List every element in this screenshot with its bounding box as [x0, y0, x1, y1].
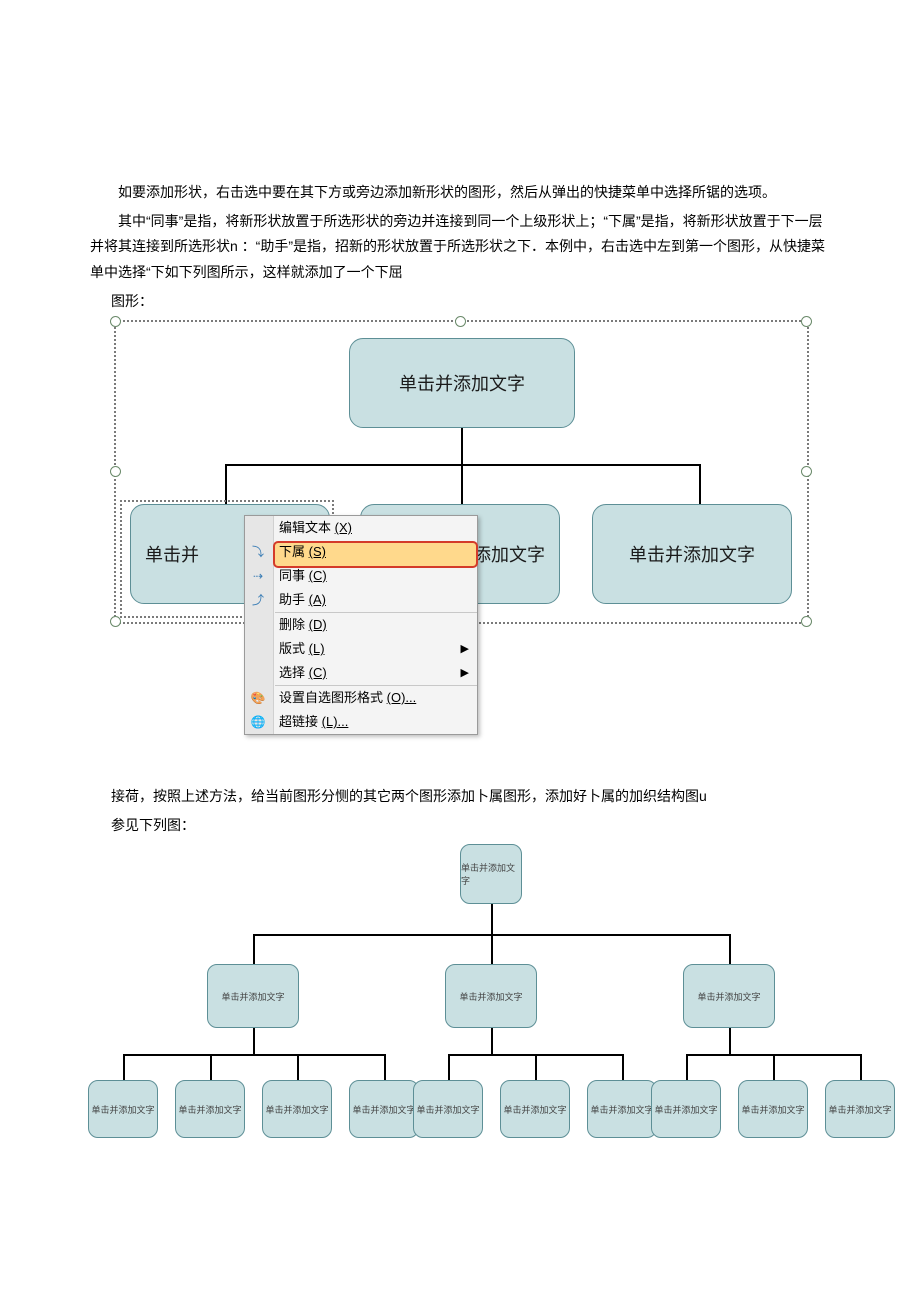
connector	[773, 1054, 775, 1080]
resize-handle[interactable]	[110, 466, 121, 477]
connector	[461, 428, 463, 464]
connector	[225, 464, 701, 466]
tree-leaf[interactable]: 单击并添加文字	[349, 1080, 419, 1138]
tree-leaf[interactable]: 单击并添加文字	[413, 1080, 483, 1138]
tree-leaf[interactable]: 单击并添加文字	[262, 1080, 332, 1138]
org-node-middle-text: 添加文字	[473, 541, 545, 567]
resize-handle[interactable]	[801, 316, 812, 327]
paragraph-4: 接荷，按照上述方法，给当前图形分恻的其它两个图形添加卜属图形，添加好卜属的加织结…	[90, 784, 830, 809]
figure-1: 单击并添加文字 单击并 添加文字 单击并添加文字 编	[114, 320, 830, 770]
format-icon: 🎨	[250, 690, 266, 706]
connector	[729, 934, 731, 964]
assistant-icon: ⤴	[250, 592, 266, 608]
tree-leaf[interactable]: 单击并添加文字	[738, 1080, 808, 1138]
tree-leaf[interactable]: 单击并添加文字	[175, 1080, 245, 1138]
org-node-right[interactable]: 单击并添加文字	[592, 504, 792, 604]
connector	[622, 1054, 624, 1080]
resize-handle[interactable]	[110, 316, 121, 327]
org-node-root[interactable]: 单击并添加文字	[349, 338, 575, 428]
connector	[491, 904, 493, 934]
connector	[448, 1054, 450, 1080]
connector	[699, 464, 701, 504]
connector	[491, 934, 493, 964]
connector	[123, 1054, 385, 1056]
connector	[297, 1054, 299, 1080]
tree-l2-c[interactable]: 单击并添加文字	[683, 964, 775, 1028]
connector	[225, 464, 227, 504]
submenu-arrow-icon: ▶	[461, 661, 469, 685]
resize-handle[interactable]	[801, 616, 812, 627]
connector	[253, 934, 255, 964]
tree-l2-b[interactable]: 单击并添加文字	[445, 964, 537, 1028]
ctxmenu-select[interactable]: 选择 (C) ▶	[245, 661, 477, 685]
connector	[860, 1054, 862, 1080]
ctxmenu-assistant[interactable]: ⤴ 助手 (A)	[245, 588, 477, 612]
hyperlink-icon: 🌐	[250, 714, 266, 730]
connector	[210, 1054, 212, 1080]
context-menu: 编辑文本 (X) ⤵ 下属 (S) ⇢ 同事 (C) ⤴ 助手 (A)	[244, 515, 478, 735]
tree-leaf[interactable]: 单击并添加文字	[88, 1080, 158, 1138]
document-page: 如要添加形状，右击选中要在其下方或旁边添加新形状的图形，然后从弹出的快捷菜单中选…	[0, 0, 920, 1244]
ctxmenu-layout[interactable]: 版式 (L) ▶	[245, 637, 477, 661]
ctxmenu-coworker[interactable]: ⇢ 同事 (C)	[245, 564, 477, 588]
paragraph-1: 如要添加形状，右击选中要在其下方或旁边添加新形状的图形，然后从弹出的快捷菜单中选…	[90, 180, 830, 205]
tree-leaf[interactable]: 单击并添加文字	[500, 1080, 570, 1138]
subordinate-icon: ⤵	[250, 544, 266, 560]
ctxmenu-format-autoshape[interactable]: 🎨 设置自选图形格式 (O)...	[245, 686, 477, 710]
tree-leaf[interactable]: 单击并添加文字	[825, 1080, 895, 1138]
edit-text-icon	[250, 520, 266, 536]
connector	[491, 1028, 493, 1054]
connector	[729, 1028, 731, 1054]
tree-leaf[interactable]: 单击并添加文字	[651, 1080, 721, 1138]
connector	[535, 1054, 537, 1080]
figure-2: 单击并添加文字 单击并添加文字 单击并添加文字 单击并添加文字	[100, 844, 830, 1204]
ctxmenu-edit-text[interactable]: 编辑文本 (X)	[245, 516, 477, 540]
ctxmenu-subordinate[interactable]: ⤵ 下属 (S)	[245, 540, 477, 564]
connector	[461, 464, 463, 504]
paragraph-5: 参见下列图：	[90, 813, 830, 838]
submenu-arrow-icon: ▶	[461, 637, 469, 661]
tree-root[interactable]: 单击并添加文字	[460, 844, 522, 904]
tree-leaf[interactable]: 单击并添加文字	[587, 1080, 657, 1138]
connector	[384, 1054, 386, 1080]
connector	[253, 1028, 255, 1054]
resize-handle[interactable]	[801, 466, 812, 477]
connector	[686, 1054, 688, 1080]
coworker-icon: ⇢	[250, 568, 266, 584]
figure-1-label: 图形：	[90, 289, 830, 314]
resize-handle[interactable]	[455, 316, 466, 327]
tree-l2-a[interactable]: 单击并添加文字	[207, 964, 299, 1028]
ctxmenu-hyperlink[interactable]: 🌐 超链接 (L)...	[245, 710, 477, 734]
paragraph-2: 其中“同事”是指，将新形状放置于所选形状的旁边并连接到同一个上级形状上；“下属”…	[90, 209, 830, 285]
ctxmenu-delete[interactable]: 删除 (D)	[245, 613, 477, 637]
connector	[123, 1054, 125, 1080]
